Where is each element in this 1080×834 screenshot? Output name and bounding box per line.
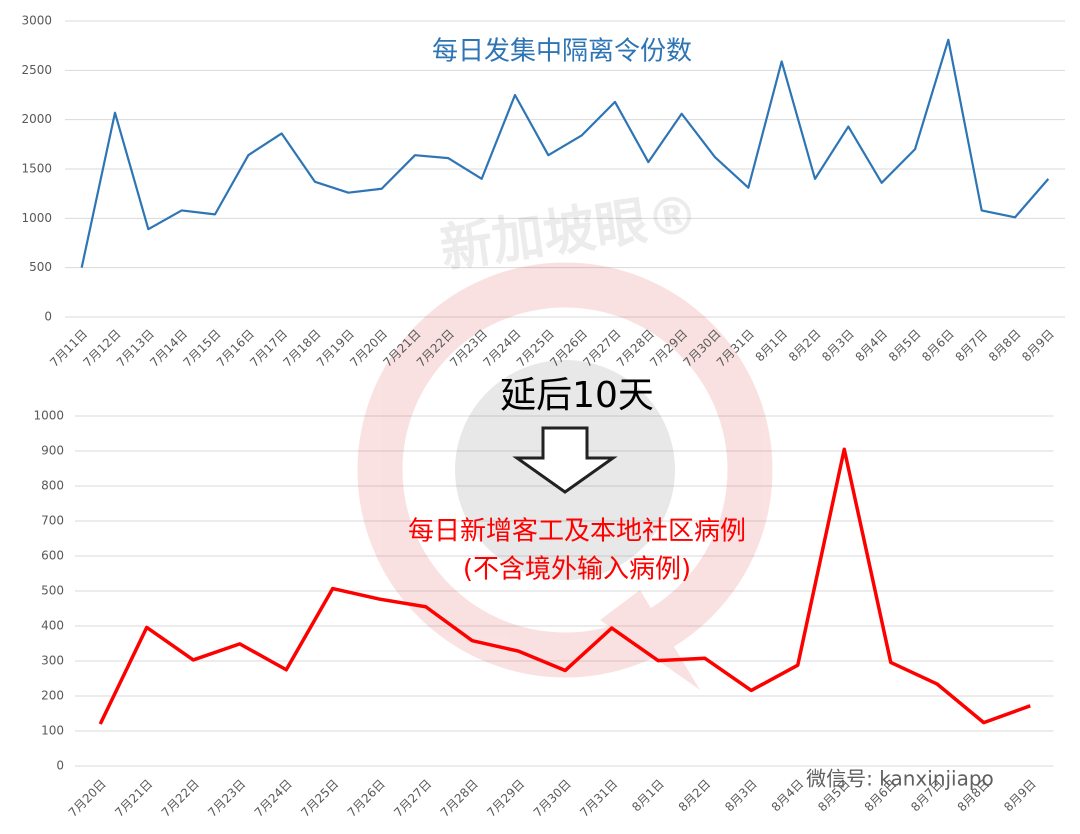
x-tick-label: 7月29日	[484, 777, 527, 820]
x-tick-label: 7月21日	[112, 777, 155, 820]
y-tick-label: 1000	[33, 409, 64, 423]
x-tick-label: 8月2日	[786, 327, 824, 365]
x-tick-label: 7月30日	[531, 777, 574, 820]
y-tick-label: 700	[41, 514, 64, 528]
x-tick-label: 8月9日	[1001, 777, 1039, 815]
x-tick-label: 8月3日	[722, 777, 760, 815]
x-tick-label: 8月6日	[919, 327, 957, 365]
y-tick-label: 0	[56, 759, 64, 773]
x-tick-label: 7月23日	[205, 777, 248, 820]
x-tick-label: 8月4日	[853, 327, 891, 365]
x-tick-label: 8月3日	[819, 327, 857, 365]
y-tick-label: 600	[41, 549, 64, 563]
x-tick-label: 7月28日	[438, 777, 481, 820]
y-tick-label: 1500	[21, 162, 52, 176]
x-tick-label: 7月25日	[298, 777, 341, 820]
chart-title: 每日发集中隔离令份数	[432, 37, 692, 67]
annotation: 延后10天	[500, 375, 654, 416]
y-tick-label: 400	[41, 619, 64, 633]
chart-subtitle: (不含境外输入病例)	[463, 555, 691, 585]
x-tick-label: 8月1日	[753, 327, 791, 365]
x-tick-label: 8月4日	[769, 777, 807, 815]
y-tick-label: 300	[41, 654, 64, 668]
y-tick-label: 900	[41, 444, 64, 458]
x-tick-label: 8月1日	[629, 777, 667, 815]
x-tick-label: 8月7日	[953, 327, 991, 365]
watermark-ring	[357, 262, 773, 678]
footer: 微信号: kanxinjiapo	[806, 767, 994, 791]
x-tick-label: 8月8日	[986, 327, 1024, 365]
x-tick-label: 7月31日	[577, 777, 620, 820]
y-tick-label: 100	[41, 724, 64, 738]
x-tick-label: 7月24日	[252, 777, 295, 820]
y-tick-label: 500	[29, 260, 52, 274]
x-tick-label: 7月22日	[159, 777, 202, 820]
y-tick-label: 500	[41, 584, 64, 598]
y-tick-label: 2000	[21, 112, 52, 126]
data-line	[80, 38, 1050, 268]
y-tick-label: 200	[41, 689, 64, 703]
y-tick-label: 1000	[21, 211, 52, 225]
x-tick-label: 7月27日	[391, 777, 434, 820]
x-tick-label: 7月26日	[345, 777, 388, 820]
watermark-tail	[600, 590, 700, 690]
data-line	[98, 447, 1031, 725]
y-tick-label: 800	[41, 479, 64, 493]
y-tick-label: 0	[44, 310, 52, 324]
x-tick-label: 8月5日	[886, 327, 924, 365]
y-tick-label: 3000	[21, 14, 52, 28]
x-tick-label: 8月9日	[1019, 327, 1057, 365]
chart-title: 每日新增客工及本地社区病例	[408, 517, 746, 547]
arrow	[512, 426, 618, 494]
x-tick-label: 7月20日	[66, 777, 109, 820]
y-tick-label: 2500	[21, 63, 52, 77]
x-tick-label: 8月2日	[676, 777, 714, 815]
